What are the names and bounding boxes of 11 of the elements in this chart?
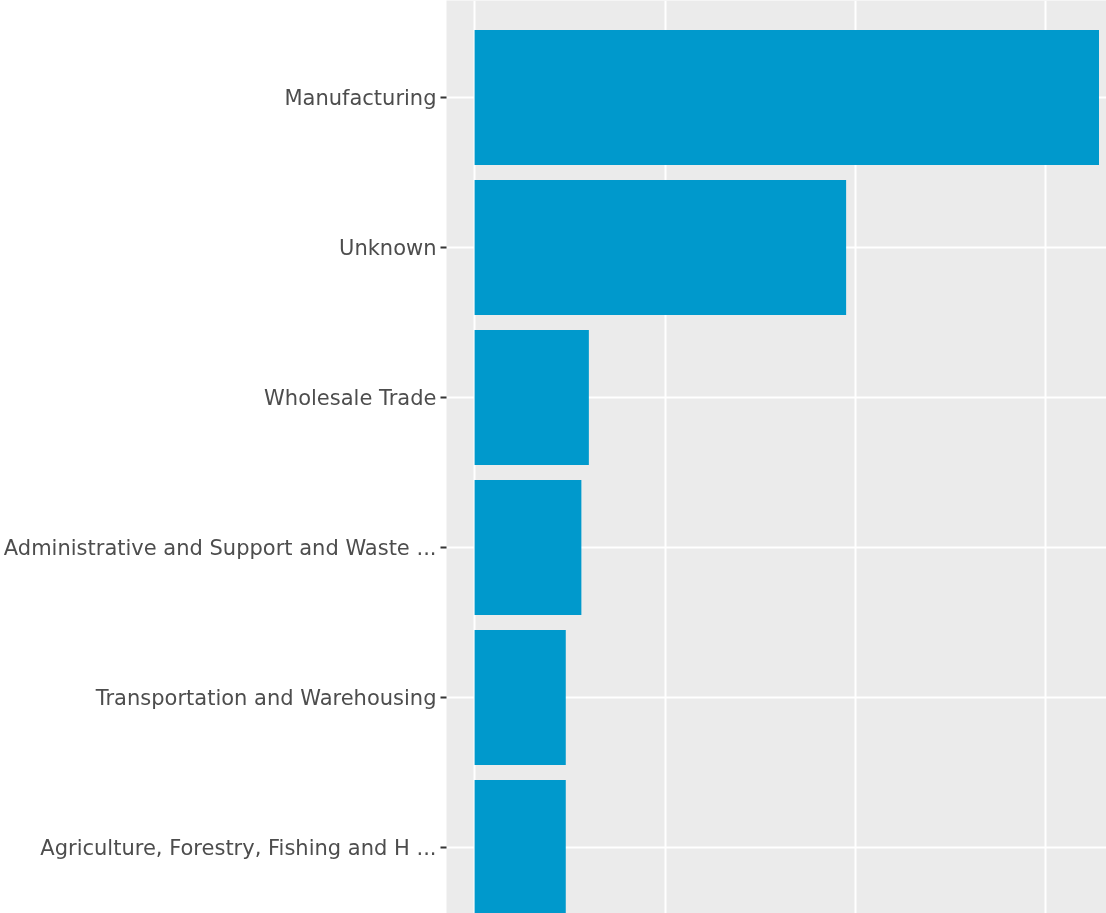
- y-tick-label: Administrative and Support and Waste ...: [3, 535, 437, 560]
- y-tick-label: Agriculture, Forestry, Fishing and H ...: [40, 835, 437, 860]
- y-tick-label: Unknown: [339, 235, 437, 260]
- y-tick-label: Manufacturing: [284, 85, 437, 110]
- bar: [474, 30, 1100, 166]
- y-tick-label: Transportation and Warehousing: [94, 685, 437, 710]
- bar: [474, 180, 847, 316]
- bar: [474, 480, 582, 616]
- y-tick-label: Wholesale Trade: [264, 385, 437, 410]
- bar: [474, 630, 566, 766]
- bar: [474, 330, 589, 466]
